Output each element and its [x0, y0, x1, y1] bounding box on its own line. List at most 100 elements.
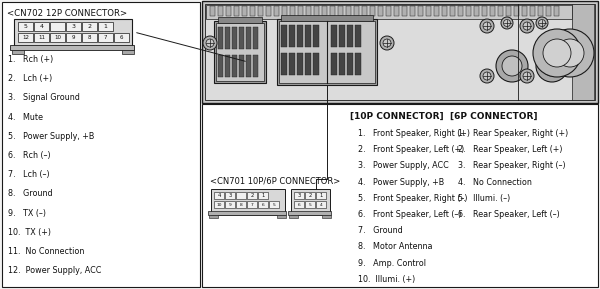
Bar — [239, 55, 244, 77]
Bar — [418, 6, 423, 16]
Bar — [316, 201, 326, 208]
Text: 11: 11 — [38, 35, 45, 40]
Circle shape — [520, 19, 534, 33]
Bar — [354, 6, 359, 16]
Bar — [269, 201, 279, 208]
Text: 6.   Rch (–): 6. Rch (–) — [8, 151, 50, 160]
Bar — [18, 22, 33, 31]
Bar — [226, 6, 231, 16]
Bar — [236, 192, 246, 199]
Text: 4.   Power Supply, +B: 4. Power Supply, +B — [358, 178, 444, 187]
Text: 8.   Motor Antenna: 8. Motor Antenna — [358, 242, 433, 251]
Circle shape — [533, 29, 581, 77]
Bar — [514, 6, 519, 16]
Circle shape — [483, 22, 491, 30]
Bar — [281, 25, 287, 47]
Bar — [402, 6, 407, 16]
Bar — [279, 21, 375, 83]
Bar — [234, 6, 239, 16]
Circle shape — [503, 19, 511, 27]
Bar — [258, 6, 263, 16]
Bar — [474, 6, 479, 16]
Bar — [306, 6, 311, 16]
Bar — [538, 6, 543, 16]
Text: [6P CONNECTOR]: [6P CONNECTOR] — [450, 112, 538, 121]
Bar — [208, 211, 286, 215]
Bar — [482, 6, 487, 16]
Text: 3: 3 — [71, 24, 76, 29]
Text: 3.   Rear Speaker, Right (–): 3. Rear Speaker, Right (–) — [458, 161, 566, 171]
Circle shape — [520, 69, 534, 83]
Bar — [218, 27, 223, 49]
Text: 5: 5 — [308, 203, 311, 207]
Text: 12.  Power Supply, ACC: 12. Power Supply, ACC — [8, 266, 101, 275]
Circle shape — [502, 56, 522, 76]
Bar — [288, 211, 331, 215]
Bar — [355, 25, 361, 47]
Circle shape — [556, 39, 584, 67]
Bar — [294, 192, 304, 199]
Text: 5.   Front Speaker, Right (–): 5. Front Speaker, Right (–) — [358, 194, 467, 203]
Text: 4.   Mute: 4. Mute — [8, 113, 43, 122]
Bar — [554, 6, 559, 16]
Text: 6: 6 — [120, 35, 123, 40]
Text: 9: 9 — [229, 203, 232, 207]
Bar — [305, 201, 315, 208]
Bar — [246, 27, 251, 49]
Bar — [490, 6, 495, 16]
Text: 1: 1 — [104, 24, 107, 29]
Bar — [282, 6, 287, 16]
Text: 5.   Power Supply, +B: 5. Power Supply, +B — [8, 132, 94, 141]
Circle shape — [483, 72, 491, 80]
Circle shape — [539, 19, 545, 27]
Text: 2.   Lch (+): 2. Lch (+) — [8, 74, 52, 83]
Bar — [218, 17, 262, 23]
Bar — [211, 189, 285, 215]
Bar — [281, 53, 287, 75]
Bar — [209, 215, 218, 218]
Bar — [232, 55, 237, 77]
Bar — [50, 33, 65, 42]
Text: 1.   Front Speaker, Right (+): 1. Front Speaker, Right (+) — [358, 129, 470, 138]
Text: 8.   Ground: 8. Ground — [8, 189, 53, 199]
Bar — [298, 6, 303, 16]
Bar — [202, 1, 598, 103]
Bar — [236, 201, 246, 208]
Circle shape — [383, 39, 391, 47]
Bar — [218, 6, 223, 16]
Bar — [305, 192, 315, 199]
Bar — [202, 104, 598, 287]
Bar — [247, 201, 257, 208]
Text: 2.   Rear Speaker, Left (+): 2. Rear Speaker, Left (+) — [458, 145, 563, 154]
Text: 2.   Front Speaker, Left (+): 2. Front Speaker, Left (+) — [358, 145, 464, 154]
Bar — [246, 55, 251, 77]
Bar — [218, 55, 223, 77]
Bar — [258, 192, 268, 199]
Bar — [239, 27, 244, 49]
Text: 12: 12 — [22, 35, 29, 40]
Bar — [253, 55, 258, 77]
Bar — [253, 27, 258, 49]
Circle shape — [536, 17, 548, 29]
Text: 4: 4 — [40, 24, 44, 29]
Bar — [82, 33, 97, 42]
Bar — [522, 6, 527, 16]
Text: 10.  Illumi. (+): 10. Illumi. (+) — [358, 275, 415, 284]
Circle shape — [546, 29, 594, 77]
Circle shape — [543, 39, 571, 67]
Text: 6.   Front Speaker, Left (–): 6. Front Speaker, Left (–) — [358, 210, 461, 219]
Text: 3: 3 — [298, 193, 301, 198]
Bar — [82, 22, 97, 31]
Text: 9.   Amp. Control: 9. Amp. Control — [358, 259, 426, 268]
Bar — [339, 53, 345, 75]
Bar — [225, 55, 230, 77]
Text: 9.   TX (–): 9. TX (–) — [8, 209, 46, 218]
Bar — [394, 6, 399, 16]
Text: 1.   Rear Speaker, Right (+): 1. Rear Speaker, Right (+) — [458, 129, 568, 138]
Text: 5: 5 — [23, 24, 28, 29]
Bar — [122, 50, 134, 54]
Circle shape — [380, 36, 394, 50]
Bar — [258, 201, 268, 208]
Bar — [214, 21, 266, 83]
Bar — [277, 215, 286, 218]
